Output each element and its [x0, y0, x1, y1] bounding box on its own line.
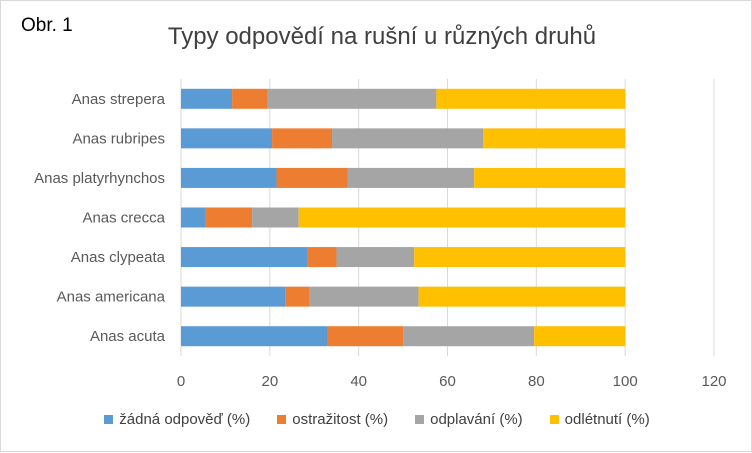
x-tick-label: 20: [261, 373, 278, 390]
y-category-label: Anas crecca: [82, 210, 165, 227]
bar-segment: [232, 88, 268, 109]
bar-segment: [534, 326, 626, 347]
bar-segment: [298, 207, 626, 228]
legend-item: žádná odpověď (%): [104, 411, 250, 428]
bar-segment: [181, 286, 286, 307]
x-tick-label: 60: [439, 373, 456, 390]
chart-legend: žádná odpověď (%) ostražitost (%) odplaván…: [1, 411, 752, 428]
x-tick-label: 0: [177, 373, 185, 390]
bar-segment: [267, 88, 437, 109]
bar-segment: [332, 128, 484, 149]
bar-segment: [252, 207, 299, 228]
bar-segment: [309, 286, 419, 307]
bar-segment: [276, 167, 348, 188]
x-tick-label: 100: [613, 373, 638, 390]
figure-label: Obr. 1: [21, 15, 73, 36]
y-category-label: Anas strepera: [72, 91, 166, 108]
bar-segment: [414, 247, 626, 268]
y-category-label: Anas clypeata: [71, 249, 166, 266]
legend-label: žádná odpověď (%): [119, 411, 251, 428]
y-category-label: Anas americana: [57, 289, 166, 306]
x-tick-label: 40: [350, 373, 367, 390]
legend-item: ostražitost (%): [277, 411, 388, 428]
chart-title: Typy odpovědí na rušní u různých druhů: [167, 23, 597, 50]
bar-segment: [403, 326, 535, 347]
legend-item: odplavání (%): [415, 411, 523, 428]
y-category-label: Anas platyrhynchos: [34, 170, 165, 187]
x-tick-label: 120: [701, 373, 726, 390]
legend-swatch: [104, 415, 114, 424]
bar-segment: [181, 88, 233, 109]
legend-label: odplavání (%): [430, 411, 523, 428]
y-category-label: Anas rubripes: [72, 130, 165, 147]
legend-label: ostražitost (%): [292, 411, 389, 428]
bar-segment: [181, 326, 328, 347]
bar-segment: [181, 167, 277, 188]
legend-label: odlétnutí (%): [564, 411, 650, 428]
bar-segment: [181, 128, 273, 149]
bar-segment: [483, 128, 626, 149]
bar-segment: [436, 88, 626, 109]
x-tick-label: 80: [528, 373, 545, 390]
bar-segment: [474, 167, 626, 188]
legend-swatch: [277, 415, 287, 424]
bar-segment: [205, 207, 253, 228]
bar-segment: [181, 207, 206, 228]
bar-segment: [307, 247, 337, 268]
bar-segment: [336, 247, 415, 268]
bar-segment: [272, 128, 333, 149]
legend-swatch: [415, 415, 425, 424]
bar-segment: [418, 286, 626, 307]
bar-segment: [347, 167, 475, 188]
legend-item: odlétnutí (%): [549, 411, 650, 428]
bar-segment: [285, 286, 310, 307]
bar-segment: [327, 326, 404, 347]
legend-swatch: [549, 415, 559, 424]
y-category-label: Anas acuta: [90, 328, 166, 345]
bar-segment: [181, 247, 308, 268]
